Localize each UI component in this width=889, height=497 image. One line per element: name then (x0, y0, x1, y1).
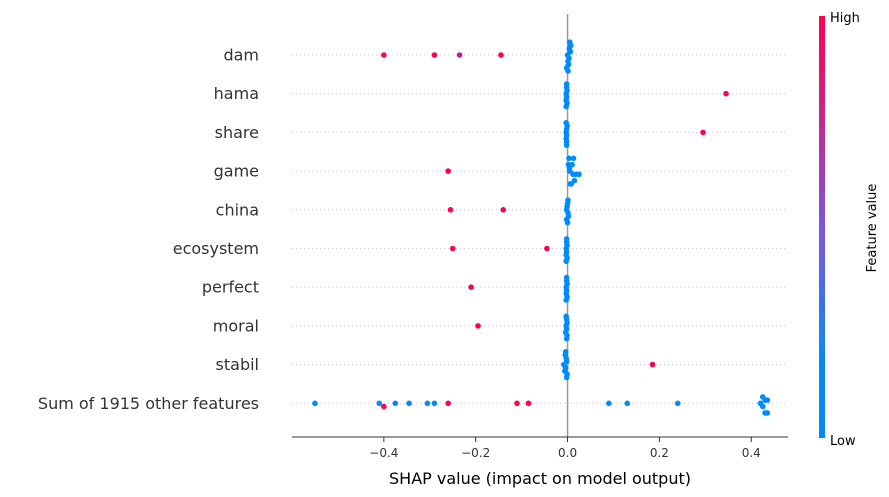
shap-point (525, 400, 532, 407)
points (312, 39, 771, 416)
shap-point (449, 245, 456, 252)
feature-label: share (215, 123, 259, 142)
feature-label: ecosystem (173, 239, 259, 258)
shap-point (431, 52, 438, 58)
shap-point (700, 129, 706, 136)
feature-label: hama (214, 84, 259, 103)
shap-point (498, 52, 504, 58)
shap-point (381, 403, 387, 410)
shap-point (624, 400, 631, 407)
shap-point (563, 142, 570, 148)
shap-point (563, 374, 570, 381)
shap-point (567, 39, 573, 45)
x-tick-label: 0.2 (650, 446, 669, 460)
shap-point (759, 403, 766, 410)
shap-point (563, 274, 570, 281)
shap-point (576, 171, 582, 178)
shap-point (431, 400, 438, 407)
shap-point (456, 52, 463, 58)
feature-label: game (214, 162, 259, 181)
feature-label: dam (223, 46, 259, 65)
shap-point (565, 161, 572, 168)
shap-point (563, 120, 569, 126)
shap-point (563, 103, 569, 110)
row-gridlines (292, 54, 788, 404)
shap-point (764, 410, 771, 416)
shap-point (567, 181, 574, 187)
shap-point (544, 245, 550, 252)
shap-point (468, 284, 474, 291)
x-tick-label: 0.4 (742, 446, 761, 460)
shap-point (445, 168, 451, 174)
shap-point (562, 349, 569, 355)
colorbar-high-label: High (830, 11, 860, 26)
shap-point (500, 207, 507, 213)
feature-label: china (216, 200, 259, 219)
shap-point (563, 313, 569, 320)
shap-point (424, 400, 431, 407)
x-tick-label: 0.0 (558, 446, 577, 460)
shap-point (674, 400, 681, 407)
shap-point (392, 400, 399, 407)
x-axis-title: SHAP value (impact on model output) (389, 469, 691, 488)
shap-point (563, 236, 570, 242)
shap-point (764, 397, 771, 403)
shap-point (564, 219, 571, 226)
feature-label: stabil (216, 355, 259, 374)
shap-point (570, 155, 577, 162)
shap-point (563, 297, 569, 303)
shap-point (376, 400, 383, 407)
shap-point (514, 400, 520, 407)
shap-point (759, 394, 766, 400)
shap-point (312, 400, 318, 407)
feature-labels: dam hama share game china ecosystem perfect mor… (38, 46, 259, 413)
shap-point (565, 197, 571, 203)
x-axis-ticks: −0.4 −0.2 0.0 0.2 0.4 (369, 437, 761, 460)
colorbar-gradient (819, 16, 825, 438)
shap-point (566, 155, 572, 162)
shap-point (563, 335, 570, 342)
shap-point (723, 90, 729, 97)
colorbar: High Low Feature value (819, 11, 880, 449)
shap-point (649, 361, 656, 368)
x-tick-label: −0.2 (461, 446, 490, 460)
colorbar-title: Feature value (865, 184, 880, 273)
feature-label: moral (213, 316, 259, 335)
shap-point (565, 68, 571, 74)
shap-point (563, 81, 570, 87)
shap-point (447, 207, 454, 213)
shap-point (445, 400, 451, 407)
colorbar-low-label: Low (830, 434, 856, 449)
shap-point (563, 258, 569, 265)
shap-point (606, 400, 612, 407)
shap-point (381, 52, 387, 58)
feature-label: perfect (202, 278, 259, 297)
x-tick-label: −0.4 (369, 446, 398, 460)
shap-point (475, 323, 481, 329)
shap-point (406, 400, 412, 407)
feature-label: Sum of 1915 other features (38, 394, 259, 413)
